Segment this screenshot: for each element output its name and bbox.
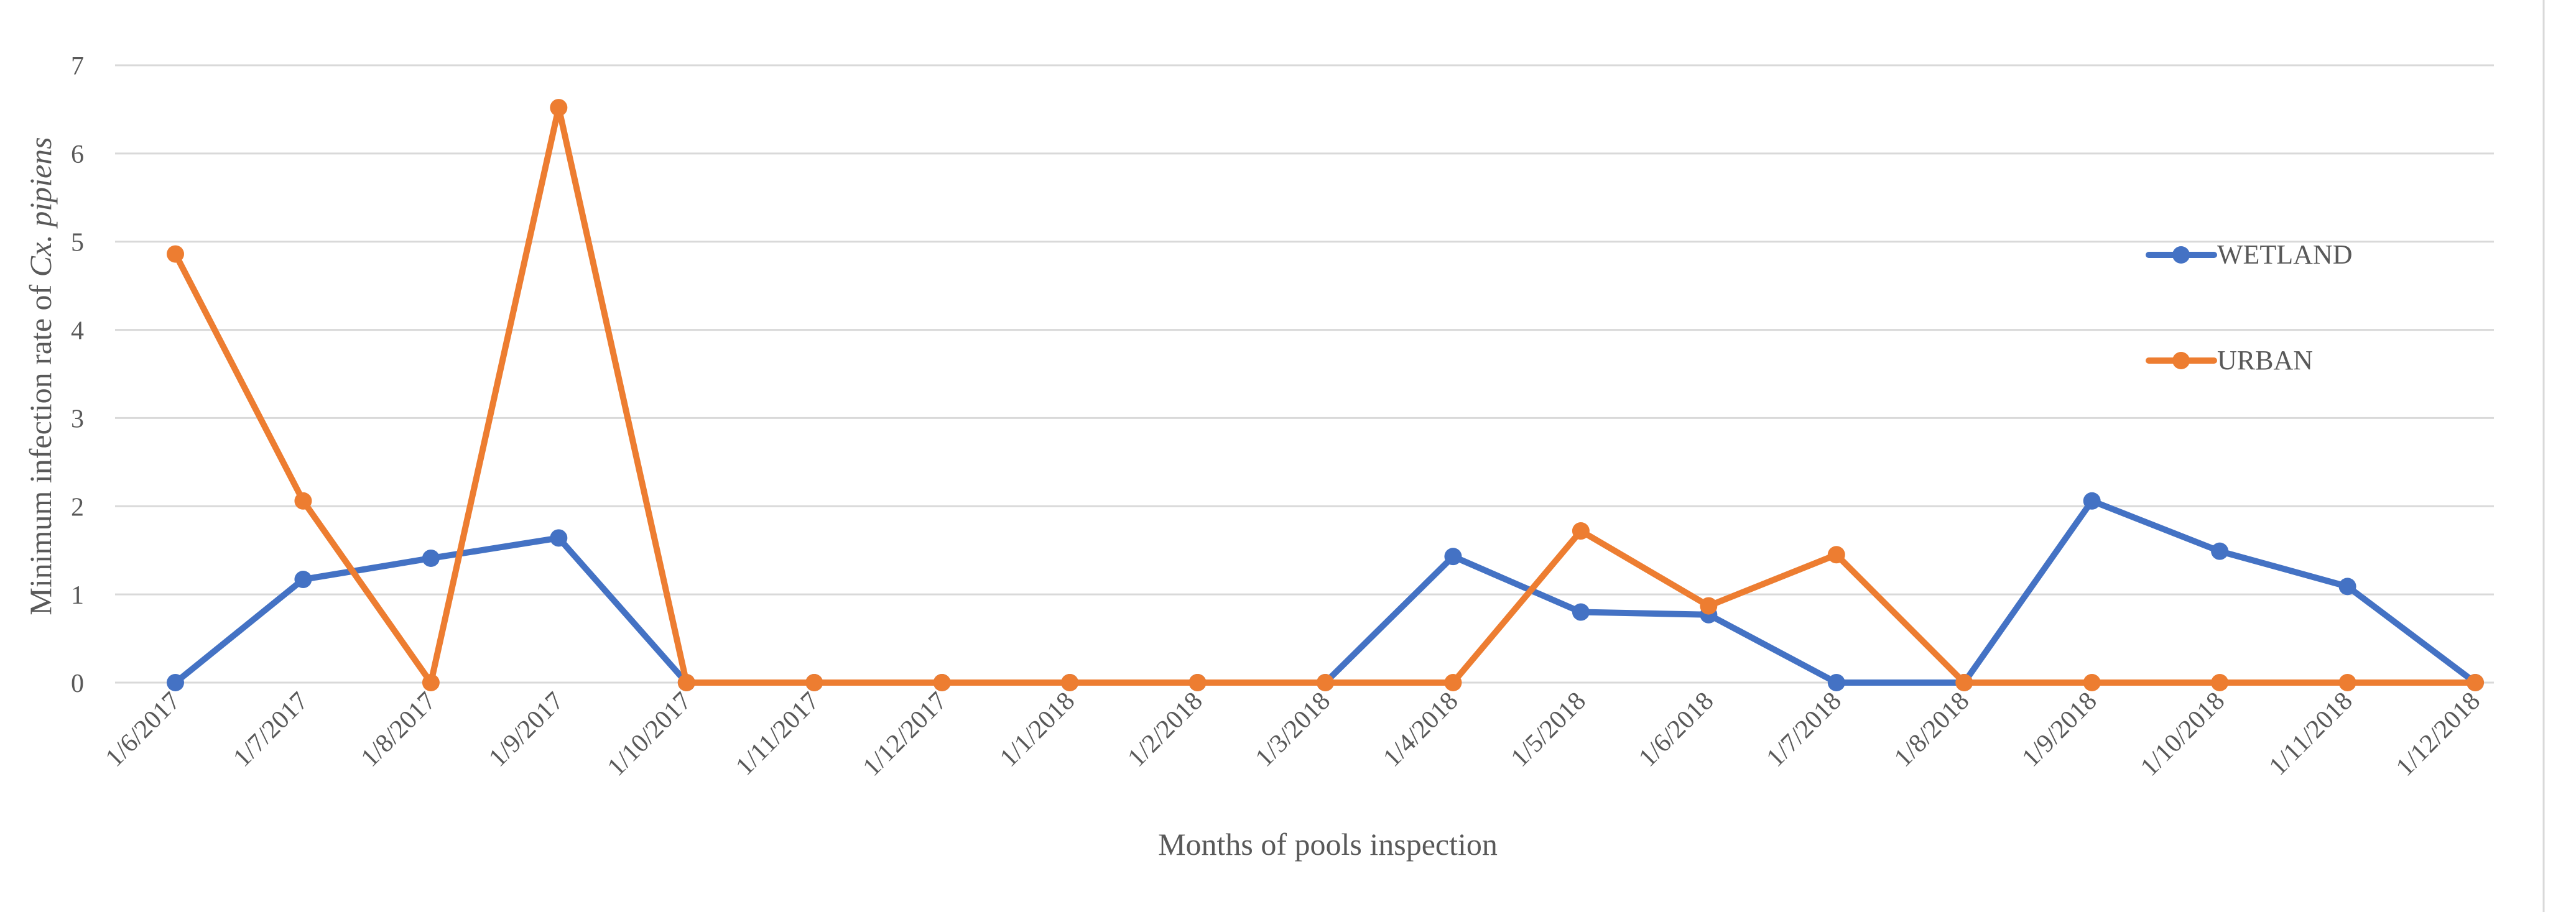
x-tick-label: 1/1/2018 (994, 687, 1080, 773)
x-tick-label: 1/2/2018 (1122, 687, 1208, 773)
data-point-urban (1317, 674, 1334, 691)
data-point-wetland (294, 571, 312, 589)
data-point-urban (1955, 674, 1973, 691)
y-tick-label: 7 (71, 52, 84, 81)
x-tick-label: 1/11/2018 (2264, 687, 2358, 781)
data-point-wetland (550, 529, 568, 547)
data-point-urban (1827, 546, 1845, 564)
x-tick-label: 1/9/2018 (2017, 687, 2103, 773)
data-point-wetland (1444, 548, 1462, 566)
y-axis-ticks: 0 1 2 3 4 5 6 7 (71, 52, 84, 698)
x-tick-label: 1/6/2018 (1633, 687, 1719, 773)
x-tick-label: 1/11/2017 (730, 687, 825, 781)
y-axis-title: Minimum infection rate of Cx. pipiens (23, 137, 58, 615)
x-tick-label: 1/9/2017 (483, 687, 569, 773)
y-axis-title-prefix: Minimum infection rate of (23, 277, 58, 615)
data-point-urban (1444, 674, 1462, 691)
x-tick-label: 1/8/2018 (1889, 687, 1975, 773)
data-point-urban (2083, 674, 2101, 691)
x-tick-label: 1/4/2018 (1378, 687, 1463, 773)
data-point-urban (1700, 597, 1718, 615)
data-point-wetland (2211, 542, 2229, 560)
x-tick-label: 1/10/2018 (2135, 687, 2230, 782)
x-tick-label: 1/5/2018 (1506, 687, 1591, 773)
x-tick-label: 1/3/2018 (1250, 687, 1336, 773)
data-point-urban (677, 674, 695, 691)
y-tick-label: 2 (71, 493, 84, 522)
y-tick-label: 3 (71, 405, 84, 433)
data-point-urban (1188, 674, 1207, 691)
data-point-wetland (1827, 674, 1845, 691)
data-point-urban (422, 674, 440, 691)
legend-item-wetland: WETLAND (2146, 239, 2353, 270)
x-tick-label: 1/10/2017 (602, 687, 697, 782)
legend: WETLAND URBAN (2146, 239, 2353, 375)
y-tick-label: 4 (71, 317, 84, 346)
x-axis-ticks: 1/6/2017 1/7/2017 1/8/2017 1/9/2017 1/10/201… (100, 687, 2486, 782)
y-tick-label: 1 (71, 581, 84, 610)
data-point-urban (933, 674, 951, 691)
y-tick-label: 6 (71, 140, 84, 169)
legend-label-wetland: WETLAND (2217, 239, 2353, 270)
series-urban (167, 99, 2484, 691)
data-point-wetland (2338, 578, 2356, 596)
data-point-wetland (422, 549, 440, 567)
data-point-wetland (167, 674, 184, 691)
y-tick-label: 5 (71, 229, 84, 257)
legend-marker-urban (2172, 352, 2190, 369)
data-point-urban (550, 99, 568, 117)
x-tick-label: 1/12/2017 (858, 687, 953, 782)
data-point-urban (805, 674, 823, 691)
data-point-urban (1061, 674, 1079, 691)
y-tick-label: 0 (71, 670, 84, 698)
data-point-urban (2467, 674, 2484, 691)
data-point-urban (2211, 674, 2229, 691)
x-tick-label: 1/12/2018 (2391, 687, 2486, 782)
data-point-urban (1572, 522, 1590, 540)
x-tick-label: 1/8/2017 (356, 687, 442, 773)
x-axis-title: Months of pools inspection (1158, 827, 1498, 862)
data-point-wetland (1572, 603, 1590, 621)
data-point-urban (2338, 674, 2356, 691)
data-point-urban (167, 245, 184, 263)
data-point-wetland (2083, 492, 2101, 510)
x-tick-label: 1/7/2017 (228, 687, 313, 773)
series-line-urban (172, 104, 2478, 686)
legend-label-urban: URBAN (2217, 345, 2313, 375)
series-wetland (167, 492, 2484, 691)
series-line-wetland (172, 497, 2478, 686)
gridlines (115, 64, 2494, 684)
y-axis-title-species: Cx. pipiens (23, 137, 58, 277)
legend-item-urban: URBAN (2146, 345, 2313, 375)
data-point-urban (294, 492, 312, 510)
x-tick-label: 1/6/2017 (100, 687, 186, 773)
series-group (167, 99, 2484, 691)
legend-marker-wetland (2172, 246, 2190, 264)
x-tick-label: 1/7/2018 (1761, 687, 1847, 773)
